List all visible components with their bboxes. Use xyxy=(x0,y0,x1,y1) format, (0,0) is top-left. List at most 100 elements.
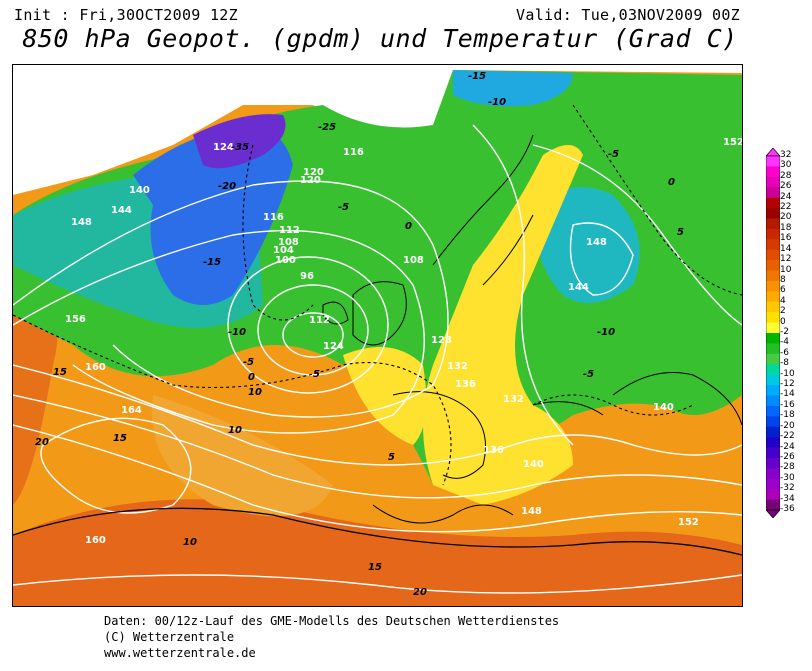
svg-text:132: 132 xyxy=(447,361,468,372)
colorbar-swatch xyxy=(766,489,780,500)
svg-text:10: 10 xyxy=(183,537,197,548)
colorbar-label: 26 xyxy=(780,181,792,192)
svg-text:-5: -5 xyxy=(583,369,594,380)
svg-text:5: 5 xyxy=(388,452,395,463)
svg-text:-15: -15 xyxy=(203,257,221,268)
temperature-field-hot xyxy=(13,499,742,606)
svg-text:-5: -5 xyxy=(243,357,254,368)
colorbar-swatch xyxy=(766,260,780,271)
svg-text:-20: -20 xyxy=(218,181,236,192)
colorbar-label: 14 xyxy=(780,243,792,254)
svg-text:112: 112 xyxy=(309,315,330,326)
temperature-labels: -15 -10 -5 0 5 10 15 -20 -25 -35 20 -15 … xyxy=(35,71,684,598)
svg-text:100: 100 xyxy=(275,255,296,266)
colorbar-swatch xyxy=(766,416,780,428)
colorbar-swatch xyxy=(766,374,780,386)
colorbar-label: 32 xyxy=(780,150,792,160)
svg-text:156: 156 xyxy=(65,314,86,325)
colorbar-swatch xyxy=(766,395,780,407)
colorbar-label: -22 xyxy=(780,431,795,442)
colorbar-label: -24 xyxy=(780,441,795,452)
colorbar-swatch xyxy=(766,218,780,230)
colorbar-label: 4 xyxy=(780,295,786,306)
colorbar-swatch xyxy=(766,364,780,375)
svg-text:0: 0 xyxy=(248,372,255,383)
svg-text:116: 116 xyxy=(263,212,284,223)
colorbar-swatch xyxy=(766,322,780,334)
colorbar-swatch xyxy=(766,197,780,209)
svg-text:15: 15 xyxy=(368,562,382,573)
colorbar-label: -28 xyxy=(780,462,795,473)
svg-text:20: 20 xyxy=(35,437,49,448)
colorbar-swatch xyxy=(766,312,780,323)
colorbar-swatch xyxy=(766,187,780,198)
colorbar-label: -26 xyxy=(780,451,795,462)
svg-text:108: 108 xyxy=(278,237,299,248)
svg-text:136: 136 xyxy=(483,445,504,456)
colorbar-swatch xyxy=(766,301,780,313)
map-canvas: 96 100 104 108 112 116 120 124 128 132 1… xyxy=(13,65,742,606)
colorbar-swatch xyxy=(766,228,780,240)
colorbar-swatch xyxy=(766,280,780,292)
svg-text:132: 132 xyxy=(503,394,524,405)
svg-text:-10: -10 xyxy=(597,327,615,338)
colorbar-swatch xyxy=(766,405,780,417)
colorbar-swatch xyxy=(766,468,780,480)
svg-text:108: 108 xyxy=(403,255,424,266)
svg-text:140: 140 xyxy=(129,185,150,196)
colorbar-swatch xyxy=(766,353,780,365)
colorbar-swatch xyxy=(766,156,780,167)
colorbar-label: -36 xyxy=(780,504,795,514)
colorbar-swatch xyxy=(766,385,780,396)
svg-text:160: 160 xyxy=(85,535,106,546)
colorbar-label: -20 xyxy=(780,420,795,431)
colorbar-swatch xyxy=(766,249,780,261)
svg-text:164: 164 xyxy=(121,405,142,416)
footer: Daten: 00/12z-Lauf des GME-Modells des D… xyxy=(104,613,559,661)
colorbar-swatch xyxy=(766,166,780,178)
footer-copyright: (C) Wetterzentrale xyxy=(104,630,235,644)
colorbar-label: -30 xyxy=(780,472,795,483)
svg-text:-15: -15 xyxy=(468,71,486,82)
colorbar-arrow-bottom xyxy=(766,509,780,518)
svg-text:136: 136 xyxy=(455,379,476,390)
svg-text:10: 10 xyxy=(248,387,262,398)
colorbar-label: 12 xyxy=(780,254,792,265)
init-time: Init : Fri,30OCT2009 12Z xyxy=(14,6,238,24)
svg-text:112: 112 xyxy=(279,225,300,236)
colorbar-swatch xyxy=(766,343,780,355)
svg-text:148: 148 xyxy=(586,237,607,248)
temperature-contours xyxy=(13,104,742,486)
colorbar-swatch xyxy=(766,333,780,344)
colorbar-label: 18 xyxy=(780,222,792,233)
colorbar-swatch xyxy=(766,426,780,438)
colorbar-swatch xyxy=(766,478,780,490)
colorbar-label: -10 xyxy=(780,368,795,379)
colorbar-label: -6 xyxy=(780,347,789,358)
colorbar-label: 10 xyxy=(780,264,792,275)
colorbar-label: -4 xyxy=(780,337,789,348)
colorbar-label: 6 xyxy=(780,285,786,296)
colorbar-arrow-top xyxy=(766,148,780,157)
colorbar-label: -14 xyxy=(780,389,795,400)
colorbar-swatch xyxy=(766,437,780,448)
colorbar-label: 16 xyxy=(780,233,792,244)
svg-text:-5: -5 xyxy=(608,149,619,160)
colorbar-label: -34 xyxy=(780,493,795,504)
colorbar-swatch xyxy=(766,239,780,251)
colorbar-label: 20 xyxy=(780,212,792,223)
valid-time: Valid: Tue,03NOV2009 00Z xyxy=(516,6,740,24)
colorbar-label: 8 xyxy=(780,274,786,285)
svg-text:-25: -25 xyxy=(318,122,336,133)
colorbar-label: -2 xyxy=(780,327,789,337)
svg-text:15: 15 xyxy=(53,367,67,378)
svg-text:160: 160 xyxy=(85,362,106,373)
svg-text:148: 148 xyxy=(71,217,92,228)
colorbar-swatch xyxy=(766,208,780,219)
footer-source: Daten: 00/12z-Lauf des GME-Modells des D… xyxy=(104,614,560,628)
svg-text:120: 120 xyxy=(300,175,321,186)
svg-text:144: 144 xyxy=(568,282,589,293)
svg-text:116: 116 xyxy=(343,147,364,158)
label-geo: 96 xyxy=(300,271,314,282)
svg-text:-10: -10 xyxy=(488,97,506,108)
